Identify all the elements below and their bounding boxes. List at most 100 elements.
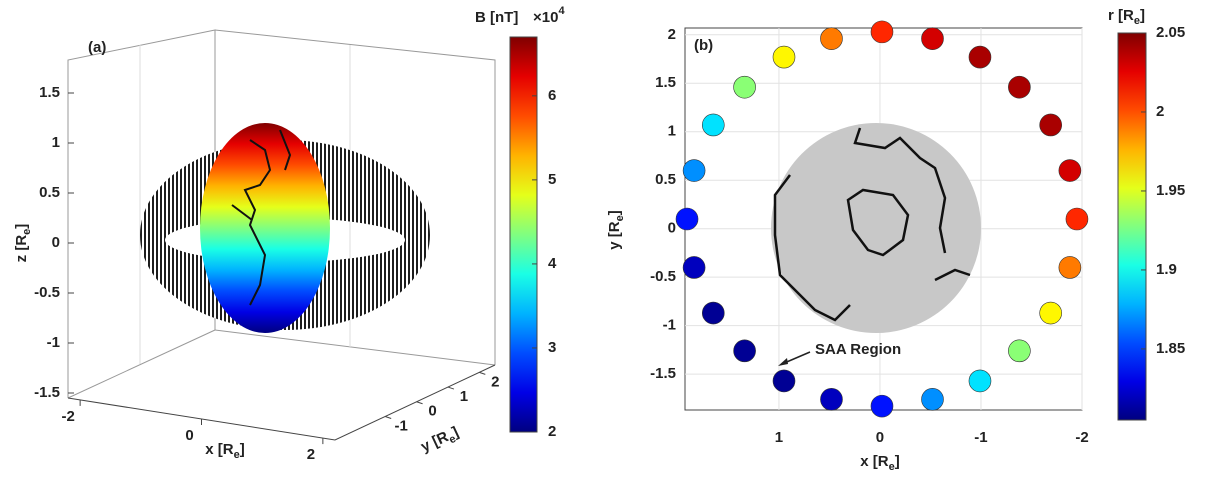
x-tick-label: 2 [307,446,315,463]
orbit-point [1039,301,1062,325]
x-tick-label: 0 [876,429,884,446]
colorbar-exponent: ×104 [533,5,565,26]
y-tick-label: 1 [460,388,468,405]
y-tick-label: -1 [395,417,408,434]
x-tick-label: 1 [775,429,783,446]
colorbar-label-part: ] [1140,7,1145,24]
x-tick-label: -1 [974,429,987,446]
y-tick [385,415,392,419]
colorbar-label-part: r [R [1108,7,1134,24]
colorbar-label: r [Re] [1108,7,1145,27]
y-axis-label-part: y [R [606,221,623,250]
orbit-point [921,388,944,411]
colorbar-exponent-part: 4 [558,5,565,17]
y-axis-label: y [Re] [418,423,462,458]
y-tick-label: -0.5 [650,268,676,285]
x-axis-label: x [Re] [205,441,244,461]
colorbar-tick-label: 2 [548,423,556,440]
colorbar-tick-label: 5 [548,171,556,188]
y-tick [447,386,455,390]
orbit-point [870,20,894,44]
orbit-point [1008,339,1031,363]
continent-outline [231,129,292,306]
y-tick [416,401,423,405]
y-tick-label: 1 [668,123,676,140]
z-tick-label: 0.5 [39,184,60,201]
z-axis-label: z [Re] [13,224,33,263]
orbit-point [968,45,992,69]
y-tick-label: -1.5 [650,365,676,382]
orbit-point [772,369,796,393]
x-axis-label: x [Re] [860,453,899,473]
y-axis-label-part: ] [606,210,623,215]
y-tick-label: -1 [663,317,676,334]
orbit-point [1039,113,1062,137]
orbit-point [733,75,756,99]
x-tick-label: -2 [1075,429,1088,446]
orbit-point [701,113,725,137]
orbit-point [1058,159,1082,182]
x-tick-label: -2 [61,408,74,425]
orbit-point [675,207,699,231]
y-axis-label-part: ] [450,423,462,441]
orbit-point [1008,75,1031,99]
z-tick-label: 1 [52,134,60,151]
z-axis-label-part: e [21,229,33,235]
y-tick-label: 1.5 [655,74,676,91]
orbit-point [682,256,706,279]
colorbar-tick-label: 6 [548,87,556,104]
colorbar-tick-label: 1.85 [1156,340,1185,357]
colorbar-tick-label: 1.9 [1156,261,1177,278]
annotation: SAA Region [815,341,901,358]
y-tick-label: 0.5 [655,171,676,188]
orbit-point [701,301,725,325]
x-axis-label-part: e [234,449,240,461]
continent-outline [773,127,971,322]
y-tick-label: 0 [428,403,436,420]
colorbar-tick-label: 4 [548,255,557,272]
z-tick-label: -0.5 [34,284,60,301]
y-tick-label: 2 [668,26,676,43]
earth-globe [200,123,330,333]
z-tick-label: -1 [47,334,60,351]
panel-label: (b) [694,37,713,54]
z-axis-label-part: ] [13,224,30,229]
orbit-point [820,27,843,50]
colorbar-label-part: e [1134,15,1140,27]
earth-disk [771,123,981,333]
colorbar-tick-label: 2.05 [1156,24,1185,41]
z-tick-label: 0 [52,234,60,251]
y-axis-label-part: e [447,433,458,446]
colorbar-tick-label: 1.95 [1156,182,1185,199]
orbit-point [968,369,992,393]
annotation-arrowhead [778,358,788,366]
y-axis-label-part: y [R [418,428,451,455]
colorbar-tick-label: 3 [548,339,556,356]
orbit-point [1058,256,1082,279]
x-tick-label: 0 [185,427,193,444]
z-axis-label-part: z [R [13,235,30,263]
x-axis-label-part: e [889,461,895,473]
y-tick-label: 2 [491,373,499,390]
orbit-point [772,45,796,69]
colorbar-tick-label: 2 [1156,103,1164,120]
x-axis-label-part: x [R [205,441,234,458]
orbit-point [820,388,843,411]
x-axis-label-part: ] [240,441,245,458]
y-axis-label: y [Re] [606,210,626,249]
colorbar-label: B [nT] [475,9,518,26]
y-tick-label: 0 [668,220,676,237]
colorbar-exponent-part: ×10 [533,9,558,26]
x-axis-label-part: ] [895,453,900,470]
y-axis-label-part: e [614,215,626,221]
colorbar [509,36,538,433]
orbit-point [921,27,944,50]
z-tick-label: 1.5 [39,84,60,101]
z-tick-label: -1.5 [34,384,60,401]
panel-label: (a) [88,39,106,56]
y-tick [479,371,486,375]
orbit-point [682,159,706,182]
orbit-point [1065,207,1089,231]
orbit-point [870,394,894,418]
